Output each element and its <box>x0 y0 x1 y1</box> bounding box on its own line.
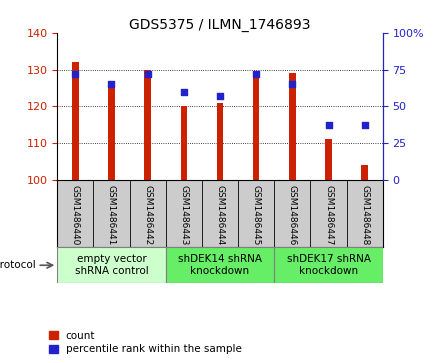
Legend: count, percentile rank within the sample: count, percentile rank within the sample <box>49 331 242 354</box>
Text: GSM1486442: GSM1486442 <box>143 185 152 246</box>
Bar <box>180 106 187 180</box>
Point <box>216 93 224 99</box>
Point <box>361 123 368 129</box>
Bar <box>274 247 383 283</box>
Bar <box>253 73 260 180</box>
Text: GSM1486445: GSM1486445 <box>252 185 260 246</box>
Text: GSM1486444: GSM1486444 <box>216 185 224 246</box>
Point <box>72 71 79 77</box>
Text: GSM1486441: GSM1486441 <box>107 185 116 246</box>
Point <box>325 123 332 129</box>
Bar <box>144 69 151 180</box>
Point <box>253 71 260 77</box>
Bar <box>325 139 332 180</box>
Bar <box>108 81 115 180</box>
Bar <box>72 62 79 180</box>
Text: GSM1486448: GSM1486448 <box>360 185 369 246</box>
Point <box>108 81 115 87</box>
Bar <box>361 165 368 180</box>
Bar <box>166 247 274 283</box>
Title: GDS5375 / ILMN_1746893: GDS5375 / ILMN_1746893 <box>129 18 311 32</box>
Text: shDEK14 shRNA
knockdown: shDEK14 shRNA knockdown <box>178 254 262 276</box>
Text: protocol: protocol <box>0 260 36 270</box>
Text: GSM1486440: GSM1486440 <box>71 185 80 246</box>
Text: shDEK17 shRNA
knockdown: shDEK17 shRNA knockdown <box>286 254 370 276</box>
Point <box>289 81 296 87</box>
Text: GSM1486447: GSM1486447 <box>324 185 333 246</box>
Point <box>144 71 151 77</box>
Bar <box>57 247 166 283</box>
Text: GSM1486443: GSM1486443 <box>180 185 188 246</box>
Text: GSM1486446: GSM1486446 <box>288 185 297 246</box>
Point <box>180 89 187 94</box>
Text: empty vector
shRNA control: empty vector shRNA control <box>75 254 148 276</box>
Bar <box>289 73 296 180</box>
Bar <box>217 103 223 180</box>
